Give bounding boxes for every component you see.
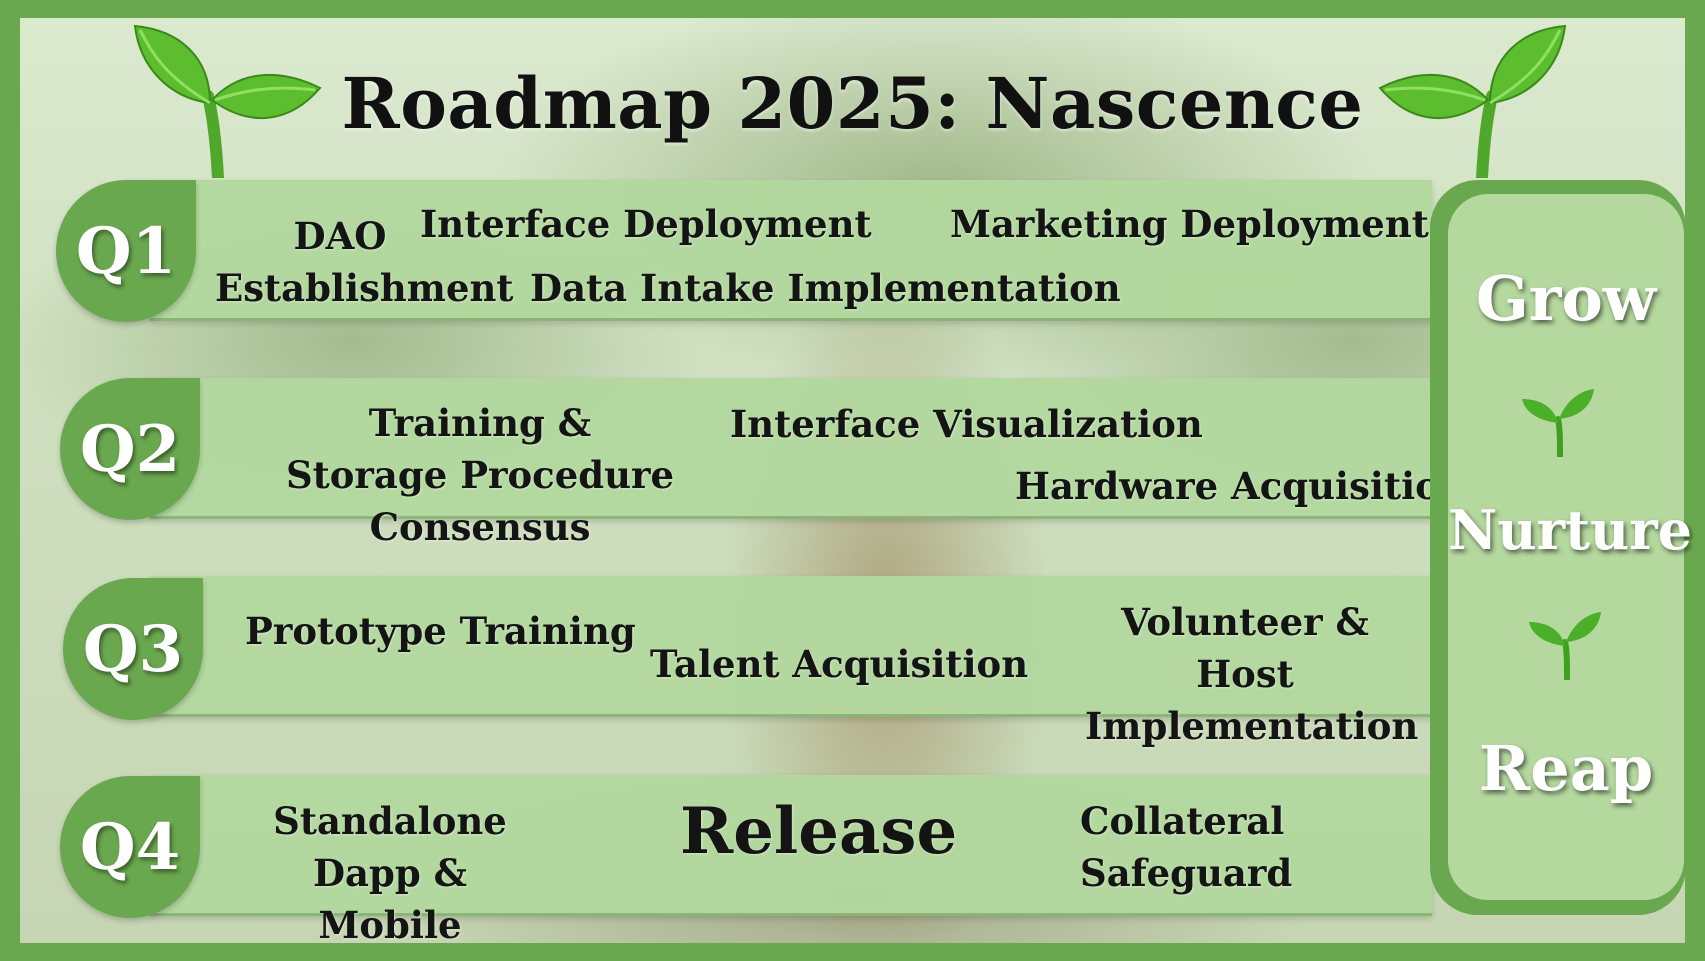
side-word-grow: Grow: [1475, 262, 1657, 335]
roadmap-item: Interface Deployment: [420, 202, 872, 246]
sprout-icon: [1522, 389, 1594, 457]
roadmap-item: Talent Acquisition: [650, 642, 1029, 686]
quarter-band-q3: [150, 576, 1432, 717]
page-title: Roadmap 2025: Nascence: [341, 62, 1364, 145]
sprout-icon: [133, 24, 322, 178]
roadmap-item: Marketing Deployment: [950, 202, 1429, 246]
side-word-reap: Reap: [1478, 732, 1654, 805]
side-panel: [1448, 194, 1684, 900]
quarter-badge-q2: Q2: [60, 378, 200, 520]
quarter-badge-q4: Q4: [60, 776, 200, 918]
roadmap-item: Data Intake Implementation: [530, 266, 1121, 310]
roadmap-item: Volunteer & Host Implementation: [1085, 600, 1419, 748]
roadmap-item: DAO Establishment: [215, 214, 514, 310]
roadmap-item: Training & Storage Procedure Consensus: [285, 401, 675, 549]
roadmap-item: Standalone Dapp & Mobile: [273, 799, 507, 947]
quarter-band-q1: [150, 180, 1432, 321]
roadmap-item: Interface Visualization: [730, 402, 1203, 446]
quarter-badge-q1: Q1: [56, 180, 196, 322]
roadmap-item: Prototype Training: [245, 609, 636, 653]
quarter-band-q4: [150, 775, 1432, 916]
roadmap-item-release: Release: [680, 794, 958, 869]
quarter-band-q2: [150, 378, 1432, 519]
roadmap-item: Hardware Acquisition: [1015, 464, 1467, 508]
sprout-icon: [1378, 24, 1567, 178]
sprout-icon: [1529, 612, 1601, 680]
roadmap-item: Collateral Safeguard: [1080, 799, 1293, 895]
quarter-badge-q3: Q3: [63, 578, 203, 720]
side-word-nurture: Nurture: [1448, 498, 1693, 562]
